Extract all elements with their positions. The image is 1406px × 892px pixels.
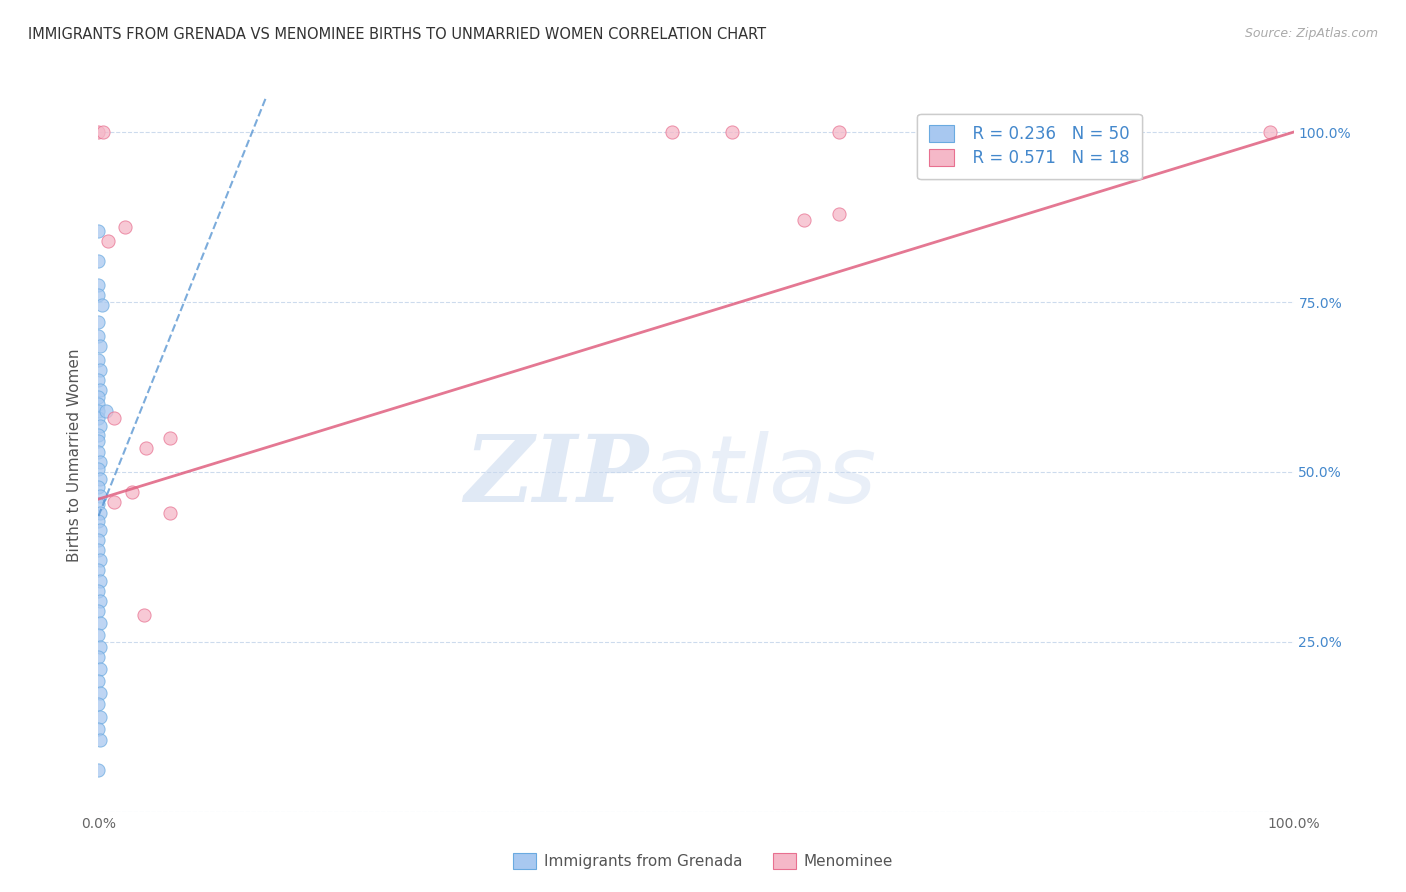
Point: [87, 427, 110, 442]
Legend:   R = 0.236   N = 50,   R = 0.571   N = 18: R = 0.236 N = 50, R = 0.571 N = 18: [918, 113, 1142, 179]
Point: [89, 489, 111, 503]
Text: ZIP: ZIP: [464, 432, 648, 521]
Point: [132, 607, 155, 622]
Point: [89, 523, 111, 537]
Point: [89, 709, 111, 723]
Point: [103, 410, 125, 425]
Point: [87, 514, 110, 528]
Point: [721, 125, 744, 139]
Point: [87, 649, 110, 664]
Point: [89, 640, 111, 654]
Point: [89, 615, 111, 630]
Point: [87, 315, 110, 329]
Text: atlas: atlas: [648, 431, 876, 522]
Point: [87, 444, 110, 458]
Point: [89, 339, 111, 353]
Point: [89, 574, 111, 588]
Point: [87, 397, 110, 411]
Point: [89, 363, 111, 377]
Point: [87, 564, 110, 578]
Point: [87, 698, 110, 712]
Point: [87, 403, 110, 417]
Point: [159, 506, 181, 520]
Point: [121, 485, 143, 500]
Point: [87, 722, 110, 736]
Point: [114, 220, 136, 235]
Point: [87, 583, 110, 598]
Point: [828, 125, 851, 139]
Point: [87, 543, 110, 558]
Point: [87, 604, 110, 618]
Point: [87, 434, 110, 449]
Point: [87, 461, 110, 475]
Point: [87, 390, 110, 404]
Point: [89, 662, 111, 676]
Point: [87, 410, 110, 425]
Point: [87, 763, 110, 777]
Point: [828, 207, 851, 221]
Point: [159, 431, 181, 445]
Point: [94, 403, 117, 417]
Point: [89, 455, 111, 469]
Point: [103, 495, 125, 509]
Point: [1043, 125, 1066, 139]
Point: [87, 673, 110, 688]
Point: [89, 506, 111, 520]
Point: [87, 628, 110, 642]
Point: [87, 329, 110, 343]
Point: [91, 298, 114, 312]
Point: [91, 125, 114, 139]
Point: [1258, 125, 1281, 139]
Point: [87, 497, 110, 511]
Point: [87, 533, 110, 547]
Point: [89, 594, 111, 608]
Point: [89, 553, 111, 567]
Point: [793, 213, 815, 227]
Text: Source: ZipAtlas.com: Source: ZipAtlas.com: [1244, 27, 1378, 40]
Point: [87, 373, 110, 387]
Point: [89, 472, 111, 486]
Point: [87, 352, 110, 367]
Point: [97, 234, 120, 248]
Y-axis label: Births to Unmarried Women: Births to Unmarried Women: [67, 348, 83, 562]
Point: [87, 125, 110, 139]
Point: [135, 441, 157, 455]
Text: IMMIGRANTS FROM GRENADA VS MENOMINEE BIRTHS TO UNMARRIED WOMEN CORRELATION CHART: IMMIGRANTS FROM GRENADA VS MENOMINEE BIR…: [28, 27, 766, 42]
Point: [89, 384, 111, 398]
Legend: Immigrants from Grenada, Menominee: Immigrants from Grenada, Menominee: [508, 847, 898, 875]
Point: [87, 278, 110, 293]
Point: [89, 418, 111, 433]
Point: [87, 254, 110, 268]
Point: [87, 288, 110, 302]
Point: [87, 480, 110, 494]
Point: [89, 733, 111, 747]
Point: [89, 686, 111, 700]
Point: [661, 125, 683, 139]
Point: [87, 224, 110, 238]
